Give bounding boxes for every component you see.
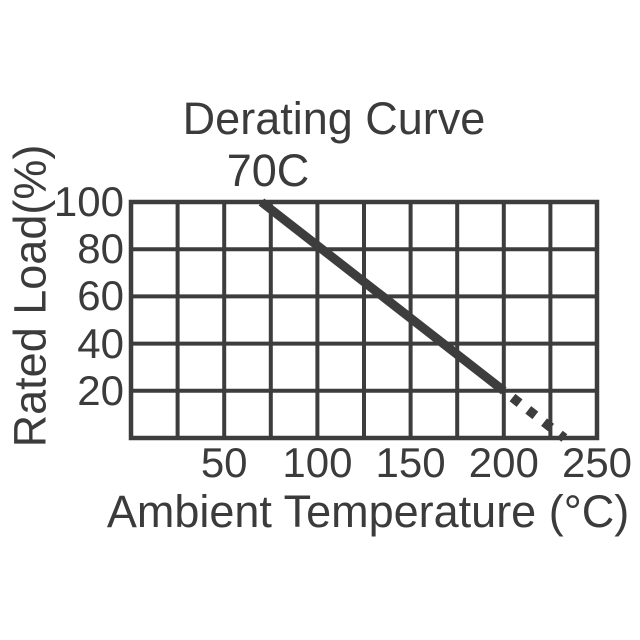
y-tick-label: 20 [77,366,124,414]
derating-line-dotted [500,387,568,442]
plot-border [128,199,600,441]
y-tick-label: 60 [77,272,124,320]
x-tick-label: 150 [375,439,446,486]
chart-title: Derating Curve [182,93,486,144]
x-tick-label: 50 [200,439,248,486]
derating-line-solid [258,198,507,395]
y-tick-label: 100 [53,178,124,225]
x-tick-label: 200 [468,439,539,486]
curve-start-annotation: 70C [226,145,310,196]
x-tick-label: 100 [282,439,353,486]
y-tick-label: 40 [77,319,124,367]
plot-area [128,198,600,442]
y-tick-label: 80 [77,225,124,273]
x-axis-label: Ambient Temperature (°C) [106,486,630,537]
x-tick-label: 250 [561,439,633,486]
